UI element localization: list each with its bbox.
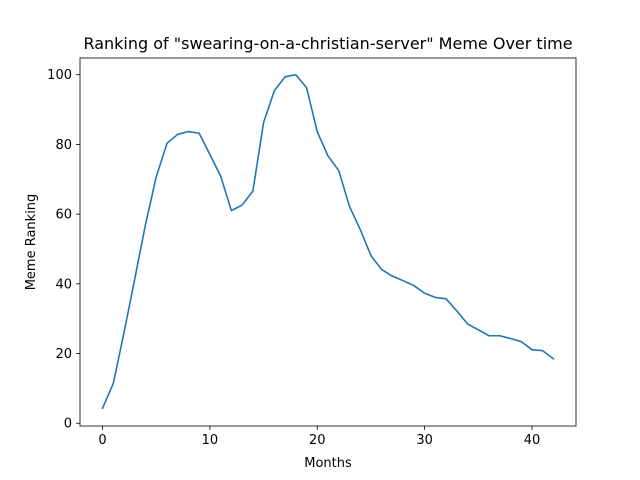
y-tick-label: 100 (47, 68, 72, 83)
plot-frame (79, 57, 577, 427)
y-axis-label: Meme Ranking (24, 194, 39, 291)
x-tick-label: 40 (524, 433, 541, 448)
y-tick-label: 80 (55, 138, 72, 153)
x-tick-label: 10 (202, 433, 219, 448)
y-tick-label: 20 (55, 347, 72, 362)
series-line-0 (101, 73, 555, 410)
y-tick-label: 60 (55, 208, 72, 223)
plot-area (79, 57, 577, 427)
x-tick-label: 20 (309, 433, 326, 448)
x-tick-label: 30 (416, 433, 433, 448)
x-axis-label: Months (304, 456, 352, 471)
chart-title: Ranking of "swearing-on-a-christian-serv… (83, 34, 572, 53)
x-tick-label: 0 (98, 433, 106, 448)
y-tick-label: 0 (64, 417, 72, 432)
y-tick-label: 40 (55, 277, 72, 292)
x-axis: 0 10 20 30 40 (98, 426, 540, 448)
y-axis: 0 20 40 60 80 100 (47, 68, 80, 432)
